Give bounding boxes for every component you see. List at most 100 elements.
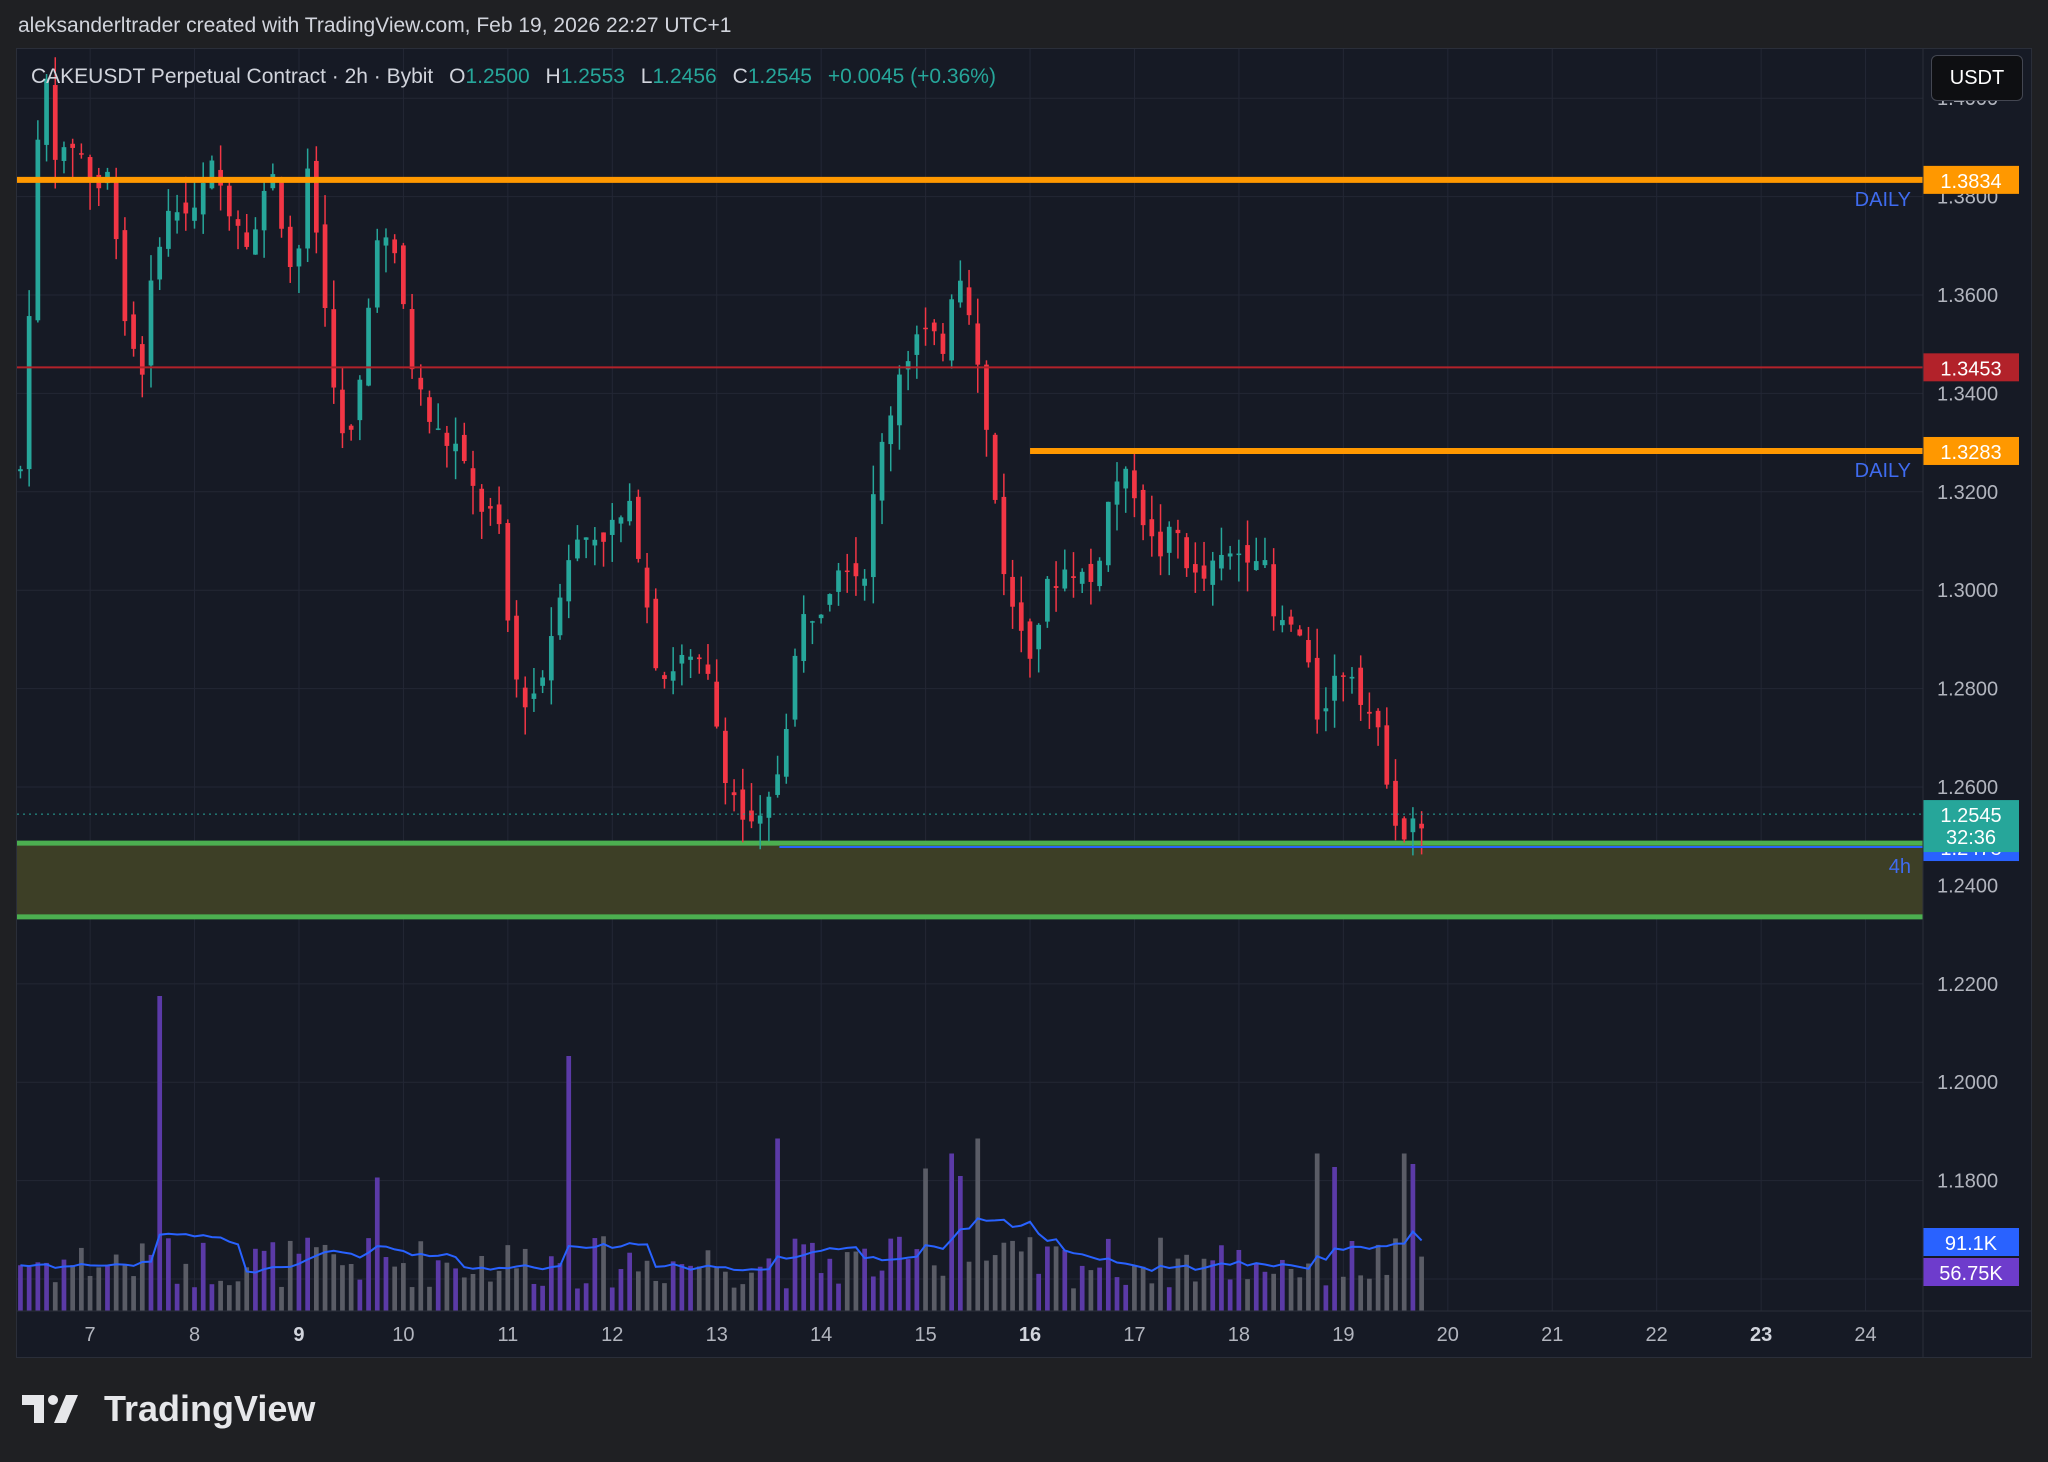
candle[interactable] <box>52 85 58 160</box>
candle[interactable] <box>366 307 371 386</box>
candle[interactable] <box>870 494 876 578</box>
candle[interactable] <box>1192 564 1198 573</box>
candle[interactable] <box>1105 501 1111 566</box>
candle[interactable] <box>479 488 485 512</box>
candle[interactable] <box>35 139 41 321</box>
candle[interactable] <box>183 202 189 214</box>
candle[interactable] <box>1088 563 1094 582</box>
candle[interactable] <box>1062 569 1068 589</box>
candle[interactable] <box>157 246 163 280</box>
candle[interactable] <box>148 280 154 366</box>
candle[interactable] <box>1306 640 1311 663</box>
candle[interactable] <box>235 219 241 226</box>
candle[interactable] <box>374 240 380 308</box>
candle[interactable] <box>418 377 424 390</box>
candle[interactable] <box>566 560 572 602</box>
candle[interactable] <box>1018 602 1024 631</box>
candle[interactable] <box>1332 675 1337 701</box>
candle[interactable] <box>61 147 67 161</box>
chart-panel[interactable]: DAILYDAILY4h1.40001.38001.36001.34001.32… <box>16 48 2032 1358</box>
candle[interactable] <box>557 597 563 636</box>
candle[interactable] <box>627 500 632 522</box>
candle[interactable] <box>1010 576 1015 607</box>
candle[interactable] <box>1166 526 1172 553</box>
candle[interactable] <box>26 316 32 470</box>
candle[interactable] <box>505 523 511 621</box>
candle[interactable] <box>192 207 197 221</box>
candle[interactable] <box>1280 620 1285 626</box>
candle[interactable] <box>1045 578 1050 622</box>
candle[interactable] <box>1393 780 1398 826</box>
candle[interactable] <box>783 729 789 777</box>
candle[interactable] <box>340 389 345 434</box>
price-badge[interactable] <box>1923 436 2019 465</box>
candle[interactable] <box>226 185 232 217</box>
candle[interactable] <box>688 656 693 660</box>
candle[interactable] <box>575 539 580 559</box>
volume-badge[interactable] <box>1923 1258 2019 1286</box>
price-badge[interactable] <box>1923 353 2019 382</box>
candle[interactable] <box>644 567 650 608</box>
candle[interactable] <box>844 570 850 573</box>
candle[interactable] <box>166 210 171 249</box>
candle[interactable] <box>1375 710 1381 728</box>
candle[interactable] <box>1253 561 1259 570</box>
candle[interactable] <box>357 379 363 421</box>
candle[interactable] <box>435 428 441 430</box>
candle[interactable] <box>914 334 920 355</box>
candle[interactable] <box>731 792 737 796</box>
candle[interactable] <box>1271 564 1277 617</box>
candle[interactable] <box>392 239 398 254</box>
candle[interactable] <box>888 415 894 445</box>
candle[interactable] <box>653 598 659 669</box>
candle[interactable] <box>87 157 93 183</box>
candle[interactable] <box>862 578 867 586</box>
candle[interactable] <box>958 280 963 303</box>
candle[interactable] <box>1410 818 1416 833</box>
price-badge[interactable] <box>1923 165 2019 194</box>
candle[interactable] <box>174 212 180 221</box>
candle[interactable] <box>1149 519 1155 537</box>
candle[interactable] <box>1262 560 1268 566</box>
price-chart[interactable]: DAILYDAILY4h1.40001.38001.36001.34001.32… <box>17 49 2031 1357</box>
candle[interactable] <box>723 730 728 784</box>
candle[interactable] <box>427 397 432 422</box>
candle[interactable] <box>975 323 981 365</box>
candle[interactable] <box>905 361 911 370</box>
candle[interactable] <box>322 224 328 309</box>
candle[interactable] <box>670 671 676 681</box>
candle[interactable] <box>496 504 502 525</box>
candle[interactable] <box>931 322 937 332</box>
candle[interactable] <box>984 364 989 430</box>
candle[interactable] <box>1114 481 1120 505</box>
candle[interactable] <box>122 230 128 322</box>
candle[interactable] <box>897 374 902 426</box>
candle[interactable] <box>514 615 519 680</box>
tradingview-brand[interactable]: TradingView <box>22 1388 315 1430</box>
candle[interactable] <box>714 681 720 727</box>
candle[interactable] <box>200 182 206 215</box>
candle[interactable] <box>792 655 798 720</box>
candle[interactable] <box>1288 616 1294 625</box>
candle[interactable] <box>1349 676 1355 679</box>
candle[interactable] <box>279 182 284 229</box>
candle[interactable] <box>757 815 763 824</box>
candle[interactable] <box>1210 560 1216 585</box>
candle[interactable] <box>853 563 859 577</box>
symbol-title[interactable]: CAKEUSDT Perpetual Contract · 2h · Bybit <box>31 65 434 88</box>
candle[interactable] <box>662 675 667 679</box>
candle[interactable] <box>818 614 824 619</box>
candle[interactable] <box>836 570 841 592</box>
candle[interactable] <box>444 432 450 446</box>
candle[interactable] <box>461 434 467 462</box>
candle[interactable] <box>592 539 598 546</box>
candle[interactable] <box>679 654 685 664</box>
candle[interactable] <box>1323 708 1329 712</box>
candle[interactable] <box>1140 489 1146 526</box>
candle[interactable] <box>409 309 415 370</box>
candle[interactable] <box>1027 621 1033 659</box>
candle[interactable] <box>992 434 998 500</box>
support-zone[interactable] <box>17 843 1923 917</box>
candle[interactable] <box>609 519 615 535</box>
volume-ma-badge[interactable] <box>1923 1228 2019 1256</box>
